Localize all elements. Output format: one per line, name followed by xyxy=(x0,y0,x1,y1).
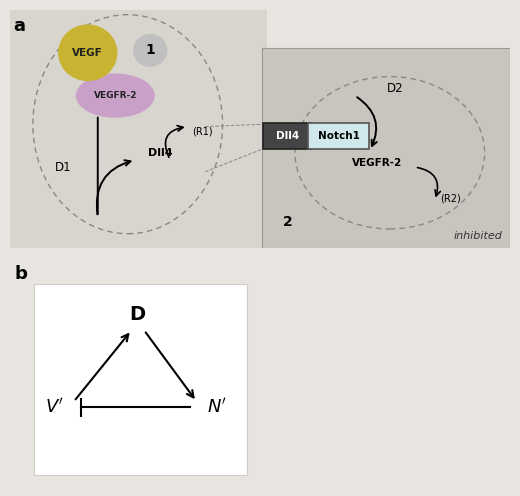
Text: (R2): (R2) xyxy=(440,193,461,203)
Text: VEGFR-2: VEGFR-2 xyxy=(352,158,402,168)
Ellipse shape xyxy=(76,74,154,117)
Text: 1: 1 xyxy=(145,43,155,58)
Text: Dll4: Dll4 xyxy=(148,148,172,158)
Text: Notch1: Notch1 xyxy=(318,131,359,141)
Text: $N'$: $N'$ xyxy=(207,398,227,417)
Text: a: a xyxy=(13,17,25,35)
Text: b: b xyxy=(15,265,28,283)
Text: D: D xyxy=(129,305,146,324)
Text: VEGFR-2: VEGFR-2 xyxy=(94,91,137,100)
Circle shape xyxy=(134,35,166,66)
Bar xyxy=(10,10,267,248)
Text: D2: D2 xyxy=(387,82,404,95)
FancyBboxPatch shape xyxy=(308,123,369,149)
Text: (R1): (R1) xyxy=(192,126,213,136)
Text: Dll4: Dll4 xyxy=(276,131,299,141)
Text: VEGF: VEGF xyxy=(72,48,103,58)
Bar xyxy=(263,48,510,248)
FancyBboxPatch shape xyxy=(264,123,311,149)
Text: inhibited: inhibited xyxy=(453,231,502,241)
Text: 2: 2 xyxy=(282,215,292,229)
Bar xyxy=(34,284,247,475)
Text: D1: D1 xyxy=(55,161,71,174)
Text: $V'$: $V'$ xyxy=(45,398,63,417)
Circle shape xyxy=(59,25,116,80)
